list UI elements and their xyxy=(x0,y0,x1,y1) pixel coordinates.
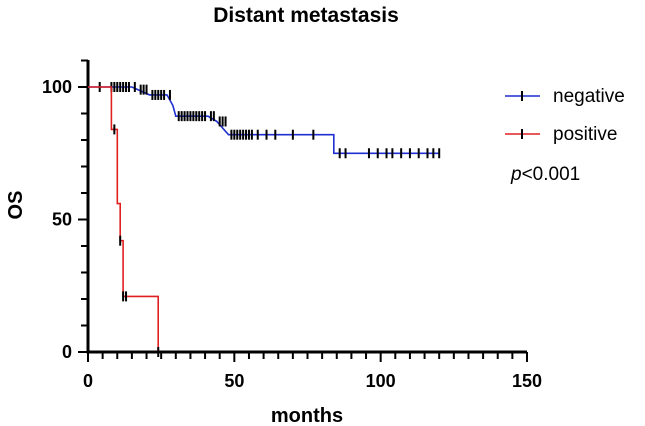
x-axis-label: months xyxy=(271,405,343,426)
legend-label-positive: positive xyxy=(553,124,617,145)
series-layer xyxy=(88,82,441,357)
y-tick-label: 0 xyxy=(62,342,72,362)
legend-label-negative: negative xyxy=(553,86,625,107)
y-tick-label: 50 xyxy=(52,210,72,230)
plot-area: 0 50 100 150 0 50 100 xyxy=(42,59,542,391)
km-curve-negative xyxy=(88,86,440,155)
p-value-annotation: p<0.001 xyxy=(510,164,580,185)
km-curve-positive xyxy=(88,86,159,352)
chart-title: Distant metastasis xyxy=(213,4,399,27)
legend-item-positive: positive xyxy=(505,124,617,145)
y-ticks: 0 50 100 xyxy=(42,59,88,362)
x-tick-label: 100 xyxy=(366,371,396,391)
p-value-prefix: p xyxy=(510,164,522,185)
legend: negative positive p<0.001 xyxy=(505,86,625,185)
axes: 0 50 100 150 0 50 100 xyxy=(42,59,542,391)
p-value-text: <0.001 xyxy=(522,164,581,185)
x-tick-label: 50 xyxy=(224,371,244,391)
y-axis-label: OS xyxy=(5,191,27,220)
x-ticks: 0 50 100 150 xyxy=(83,352,542,391)
x-tick-label: 150 xyxy=(512,371,542,391)
y-tick-label: 100 xyxy=(42,77,72,97)
legend-item-negative: negative xyxy=(505,86,625,107)
x-tick-label: 0 xyxy=(83,371,93,391)
